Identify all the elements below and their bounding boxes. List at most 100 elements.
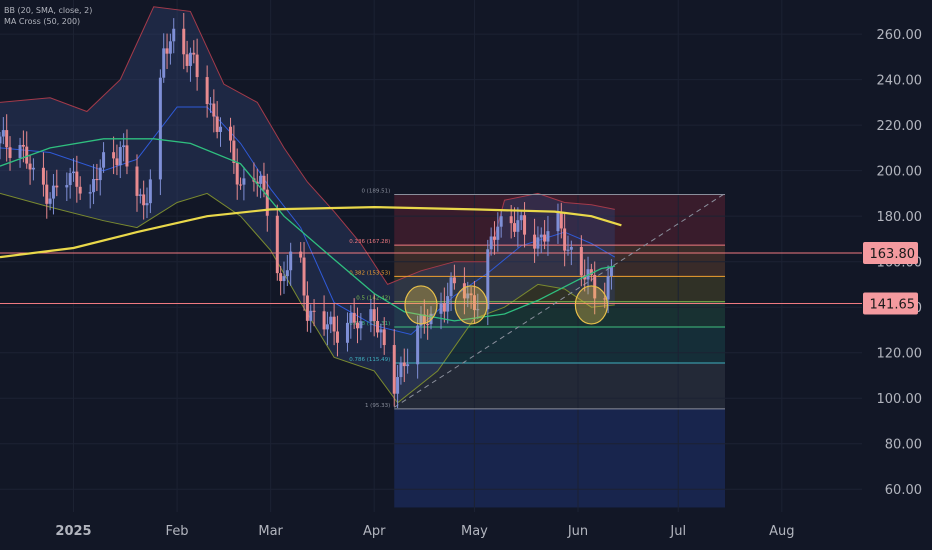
candle-body bbox=[539, 234, 543, 238]
fib-label-0.382: 0.382 (153.53) bbox=[349, 270, 390, 276]
candle-body bbox=[513, 223, 517, 232]
candle-body bbox=[242, 178, 246, 185]
candle-body bbox=[212, 103, 216, 117]
candle bbox=[92, 164, 96, 205]
candle-body bbox=[309, 310, 313, 321]
candle-body bbox=[41, 167, 45, 185]
candle bbox=[523, 202, 527, 248]
candle bbox=[325, 311, 329, 346]
candle bbox=[369, 299, 373, 333]
candle-body bbox=[48, 198, 52, 204]
candle bbox=[239, 177, 243, 190]
candle-body bbox=[142, 194, 146, 206]
candle-body bbox=[259, 175, 263, 184]
candle-body bbox=[135, 166, 139, 196]
candle bbox=[255, 168, 259, 197]
candle-body bbox=[1, 130, 5, 137]
candle-body bbox=[355, 322, 359, 329]
x-tick-label: Aug bbox=[769, 524, 794, 539]
candle bbox=[606, 265, 610, 314]
candle bbox=[48, 192, 52, 211]
highlight-circle-2 bbox=[574, 285, 608, 325]
candle-body bbox=[402, 362, 406, 367]
fib-zone-5 bbox=[394, 362, 726, 409]
candle bbox=[205, 65, 209, 118]
candle-body bbox=[523, 215, 527, 235]
time-axis[interactable] bbox=[0, 512, 932, 550]
candle bbox=[376, 307, 380, 338]
candle-body bbox=[332, 316, 336, 332]
candle bbox=[135, 154, 139, 212]
candle-body bbox=[486, 249, 490, 310]
indicator-legend: BB (20, SMA, close, 2) MA Cross (50, 200… bbox=[4, 5, 92, 27]
candle bbox=[165, 33, 169, 69]
candle-body bbox=[329, 316, 333, 325]
candle-body bbox=[322, 311, 326, 330]
x-tick-label: Mar bbox=[258, 524, 283, 539]
candle-body bbox=[382, 329, 386, 346]
y-tick-label: 100.00 bbox=[877, 392, 923, 407]
grid bbox=[0, 0, 862, 512]
candle bbox=[359, 313, 363, 341]
candle bbox=[208, 97, 212, 113]
candle bbox=[399, 356, 403, 385]
candle-body bbox=[349, 312, 353, 323]
x-tick-label: 2025 bbox=[55, 524, 91, 539]
candle-body bbox=[416, 325, 420, 365]
candle bbox=[188, 47, 192, 82]
candle-body bbox=[195, 54, 199, 78]
candle-body bbox=[122, 145, 126, 148]
candle-body bbox=[376, 320, 380, 333]
candle bbox=[275, 204, 279, 281]
candle-body bbox=[589, 269, 593, 276]
candle-body bbox=[609, 267, 613, 277]
candle bbox=[379, 323, 383, 349]
fib-label-0.5: 0.5 (142.42) bbox=[356, 296, 390, 302]
candle-body bbox=[369, 309, 373, 322]
candle-body bbox=[499, 216, 503, 227]
candle bbox=[145, 187, 149, 219]
bb-indicator-label[interactable]: BB (20, SMA, close, 2) bbox=[4, 6, 93, 15]
candle bbox=[158, 69, 162, 196]
candle-body bbox=[72, 171, 76, 174]
candle-body bbox=[559, 212, 563, 229]
candle bbox=[449, 272, 453, 311]
price-axis[interactable] bbox=[862, 0, 932, 550]
candle-body bbox=[168, 41, 172, 54]
candle bbox=[25, 131, 29, 169]
level-badge-bg bbox=[863, 292, 918, 315]
fib-zone-6 bbox=[394, 408, 726, 508]
candle-body bbox=[31, 167, 35, 170]
y-tick-label: 60.00 bbox=[885, 483, 922, 498]
candle bbox=[55, 169, 59, 197]
candle-body bbox=[603, 298, 607, 300]
candle bbox=[439, 292, 443, 330]
candle-body bbox=[188, 52, 192, 66]
candle-body bbox=[0, 136, 2, 144]
candle bbox=[499, 209, 503, 238]
candle-body bbox=[392, 345, 396, 394]
candle-body bbox=[556, 212, 560, 232]
candle-body bbox=[439, 303, 443, 314]
fib-zone-4 bbox=[394, 326, 726, 363]
candle-body bbox=[543, 234, 547, 242]
candle bbox=[162, 33, 166, 83]
candle bbox=[282, 261, 286, 294]
ma-cross-indicator-label[interactable]: MA Cross (50, 200) bbox=[4, 17, 81, 26]
highlight-circle-1 bbox=[454, 285, 488, 325]
candle bbox=[118, 141, 122, 179]
candle-body bbox=[255, 181, 259, 184]
candle bbox=[285, 254, 289, 287]
candle-body bbox=[102, 152, 106, 168]
candle-body bbox=[496, 226, 500, 240]
candle-body bbox=[282, 276, 286, 282]
candle bbox=[349, 305, 353, 339]
candle bbox=[462, 267, 466, 315]
candle-body bbox=[95, 178, 99, 181]
candle-body bbox=[148, 179, 152, 204]
candle-body bbox=[185, 54, 189, 66]
candle bbox=[72, 158, 76, 182]
y-tick-label: 200.00 bbox=[877, 165, 923, 180]
candle-body bbox=[352, 312, 356, 323]
